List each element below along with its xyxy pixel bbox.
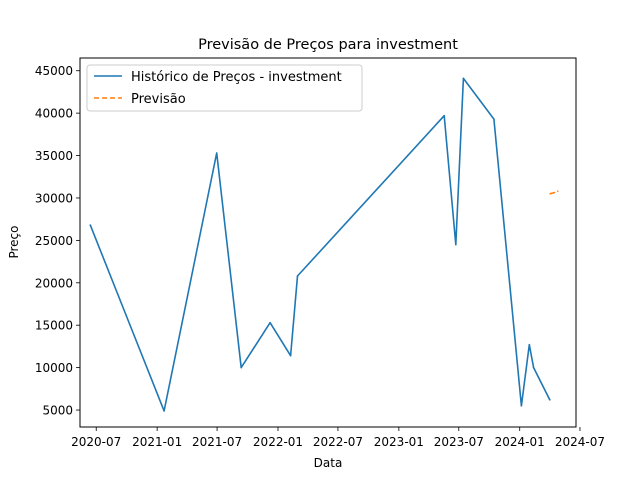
x-tick-label: 2024-07 (555, 435, 605, 449)
x-tick-label: 2021-07 (192, 435, 242, 449)
x-axis-label: Data (314, 456, 343, 470)
history-point (520, 404, 523, 407)
y-tick-label: 10000 (35, 361, 73, 375)
history-point (528, 343, 531, 346)
forecast-point (556, 190, 559, 192)
y-axis: 5000 10000 15000 20000 25000 30000 35000 40000 4… (35, 64, 80, 418)
legend-label-forecast: Previsão (131, 92, 186, 107)
history-point (240, 366, 243, 369)
x-axis: 2020-07 2021-01 2021-07 2022-01 2022-07 2023-… (71, 427, 605, 449)
legend-box (86, 64, 363, 112)
y-tick-label: 45000 (35, 64, 73, 78)
x-tick-label: 2022-01 (253, 435, 303, 449)
y-tick-label: 20000 (35, 276, 73, 290)
history-point (269, 321, 271, 324)
history-point (89, 224, 92, 226)
forecast-point (549, 192, 551, 195)
plot-frame (79, 57, 577, 428)
history-point (289, 354, 292, 357)
legend-label-history: Histórico de Preços - investment (131, 70, 342, 85)
x-tick-label: 2021-01 (132, 435, 182, 449)
history-point (215, 152, 218, 154)
x-tick-label: 2024-01 (495, 435, 545, 449)
history-point (493, 118, 495, 120)
history-point (532, 366, 535, 369)
history-point (549, 399, 551, 401)
history-point (455, 243, 457, 246)
history-point (163, 410, 165, 412)
y-axis-label: Preço (7, 225, 21, 258)
x-tick-label: 2023-07 (434, 435, 484, 449)
y-tick-label: 5000 (42, 404, 73, 418)
history-point (462, 77, 465, 80)
forecast-point (552, 192, 555, 194)
x-tick-label: 2022-07 (313, 435, 363, 449)
y-tick-label: 40000 (35, 107, 73, 121)
y-tick-label: 35000 (35, 149, 73, 163)
y-tick-label: 15000 (35, 319, 73, 333)
y-tick-label: 30000 (35, 191, 73, 205)
x-tick-label: 2023-01 (374, 435, 424, 449)
history-point (443, 114, 446, 117)
x-tick-label: 2020-07 (71, 435, 121, 449)
lines-layer (89, 77, 559, 412)
legend: Histórico de Preços - investment Previsã… (86, 64, 363, 112)
history-point (296, 275, 299, 277)
chart-title: Previsão de Preços para investment (198, 37, 458, 53)
y-tick-label: 25000 (35, 234, 73, 248)
